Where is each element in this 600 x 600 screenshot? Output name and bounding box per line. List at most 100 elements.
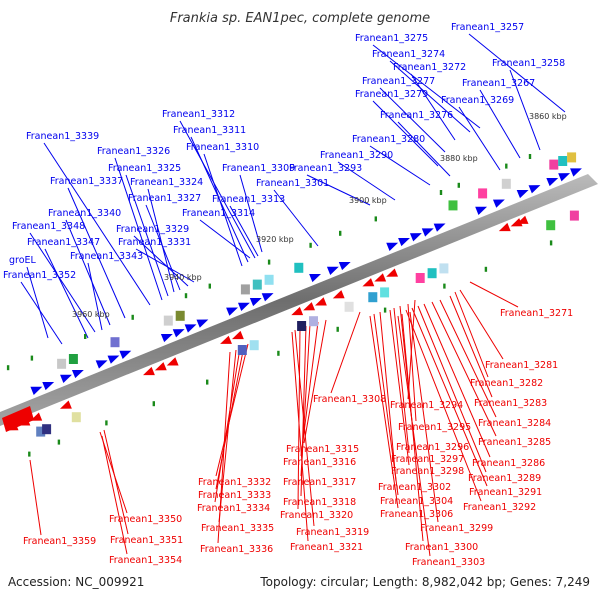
forward-gene-label[interactable]: Franean1_3274 [372, 49, 445, 60]
reverse-gene-label[interactable]: Franean1_3334 [197, 503, 270, 514]
forward-gene-label[interactable]: Franean1_3352 [3, 270, 76, 281]
forward-gene-label[interactable]: Franean1_3347 [27, 237, 100, 248]
feature-box[interactable] [175, 310, 185, 321]
reverse-gene-label[interactable]: Franean1_3315 [286, 444, 359, 455]
forward-gene-label[interactable]: Franean1_3279 [355, 89, 428, 100]
forward-gene-arrow[interactable] [546, 177, 559, 187]
reverse-gene-label[interactable]: Franean1_3319 [296, 527, 369, 538]
reverse-gene-label[interactable]: Franean1_3359 [23, 536, 96, 547]
reverse-gene-arrow[interactable] [220, 335, 232, 344]
forward-gene-label[interactable]: Franean1_3337 [50, 176, 123, 187]
reverse-gene-label[interactable]: Franean1_3300 [405, 542, 478, 553]
feature-box[interactable] [249, 340, 259, 351]
feature-box[interactable] [344, 301, 354, 312]
forward-gene-arrow[interactable] [528, 185, 541, 194]
reverse-gene-arrow[interactable] [386, 268, 399, 277]
forward-gene-arrow[interactable] [107, 355, 120, 364]
forward-gene-label[interactable]: Franean1_3272 [393, 62, 466, 73]
forward-gene-label[interactable]: Franean1_3324 [130, 177, 203, 188]
feature-box[interactable] [57, 358, 67, 369]
reverse-gene-label[interactable]: Franean1_3281 [485, 360, 558, 371]
feature-box[interactable] [501, 178, 511, 189]
forward-gene-arrow[interactable] [433, 223, 446, 232]
forward-gene-arrow[interactable] [421, 228, 434, 237]
forward-gene-arrow[interactable] [398, 237, 410, 247]
forward-gene-label[interactable]: Franean1_3275 [355, 33, 428, 44]
reverse-gene-arrow[interactable] [166, 357, 179, 366]
reverse-gene-label[interactable]: Franean1_3302 [378, 482, 451, 493]
forward-gene-label[interactable]: Franean1_3314 [182, 208, 255, 219]
forward-gene-arrow[interactable] [184, 324, 197, 333]
feature-box[interactable] [237, 345, 247, 355]
feature-box[interactable] [71, 412, 81, 423]
forward-gene-arrow[interactable] [196, 319, 209, 328]
forward-gene-arrow[interactable] [338, 261, 351, 271]
forward-gene-label[interactable]: Franean1_3257 [451, 22, 524, 33]
reverse-gene-label[interactable]: Franean1_3291 [469, 487, 542, 498]
feature-box[interactable] [36, 426, 46, 437]
feature-box[interactable] [252, 279, 262, 290]
reverse-gene-label[interactable]: Franean1_3350 [109, 514, 182, 525]
forward-gene-arrow[interactable] [30, 386, 43, 395]
feature-box[interactable] [439, 263, 449, 274]
forward-gene-arrow[interactable] [558, 173, 571, 182]
reverse-gene-label[interactable]: Franean1_3318 [283, 497, 356, 508]
forward-gene-label[interactable]: Franean1_3311 [173, 125, 246, 136]
reverse-gene-label[interactable]: Franean1_3306 [380, 509, 453, 520]
forward-gene-arrow[interactable] [226, 307, 238, 316]
forward-gene-arrow[interactable] [409, 233, 422, 242]
feature-box[interactable] [448, 200, 458, 211]
forward-gene-arrow[interactable] [42, 381, 55, 391]
forward-gene-label[interactable]: Franean1_3258 [492, 58, 565, 69]
forward-gene-arrow[interactable] [237, 302, 250, 311]
reverse-gene-label[interactable]: Franean1_3297 [391, 454, 464, 465]
forward-gene-label[interactable]: Franean1_3310 [186, 142, 259, 153]
forward-gene-label[interactable]: Franean1_3301 [256, 178, 329, 189]
reverse-gene-arrow[interactable] [314, 297, 327, 306]
forward-gene-label[interactable]: Franean1_3325 [108, 163, 181, 174]
forward-gene-arrow[interactable] [492, 199, 505, 208]
reverse-gene-label[interactable]: Franean1_3304 [380, 496, 453, 507]
forward-gene-arrow[interactable] [516, 189, 529, 199]
forward-gene-label[interactable]: Franean1_3267 [462, 78, 535, 89]
feature-box[interactable] [427, 268, 437, 279]
forward-gene-arrow[interactable] [309, 273, 321, 283]
reverse-gene-label[interactable]: Franean1_3354 [109, 555, 182, 566]
reverse-gene-arrow[interactable] [498, 222, 511, 232]
reverse-gene-label[interactable]: Franean1_3282 [470, 378, 543, 389]
reverse-gene-label[interactable]: Franean1_3295 [398, 422, 471, 433]
forward-gene-label[interactable]: Franean1_3276 [380, 110, 453, 121]
forward-gene-label[interactable]: Franean1_3340 [48, 208, 121, 219]
forward-gene-arrow[interactable] [172, 329, 185, 338]
reverse-gene-arrow[interactable] [362, 278, 375, 287]
feature-box[interactable] [68, 354, 78, 364]
reverse-gene-label[interactable]: Franean1_3286 [472, 458, 545, 469]
forward-gene-arrow[interactable] [261, 293, 274, 302]
feature-box[interactable] [558, 156, 568, 166]
forward-gene-arrow[interactable] [95, 360, 108, 369]
reverse-gene-label[interactable]: Franean1_3333 [198, 490, 271, 501]
reverse-gene-block[interactable] [2, 406, 34, 432]
forward-gene-arrow[interactable] [119, 350, 132, 359]
forward-gene-arrow[interactable] [475, 206, 488, 215]
reverse-gene-label[interactable]: Franean1_3296 [396, 442, 469, 453]
reverse-gene-label[interactable]: Franean1_3351 [110, 535, 183, 546]
forward-gene-label[interactable]: Franean1_3348 [12, 221, 85, 232]
reverse-gene-label[interactable]: Franean1_3298 [391, 466, 464, 477]
feature-box[interactable] [309, 316, 318, 327]
feature-box[interactable] [368, 292, 378, 303]
reverse-gene-arrow[interactable] [143, 366, 155, 376]
forward-gene-arrow[interactable] [326, 266, 339, 275]
forward-gene-arrow[interactable] [60, 374, 72, 383]
forward-gene-label[interactable]: Franean1_3309 [222, 163, 295, 174]
reverse-gene-arrow[interactable] [516, 215, 529, 224]
forward-gene-label[interactable]: Franean1_3329 [116, 224, 189, 235]
forward-gene-label[interactable]: Franean1_3277 [362, 76, 435, 87]
forward-gene-label[interactable]: Franean1_3269 [441, 95, 514, 106]
feature-box[interactable] [110, 337, 120, 348]
forward-gene-label[interactable]: Franean1_3326 [97, 146, 170, 157]
feature-box[interactable] [478, 188, 488, 199]
reverse-gene-label[interactable]: Franean1_3292 [463, 502, 536, 513]
feature-box[interactable] [163, 315, 173, 326]
forward-gene-label[interactable]: Franean1_3339 [26, 131, 99, 142]
